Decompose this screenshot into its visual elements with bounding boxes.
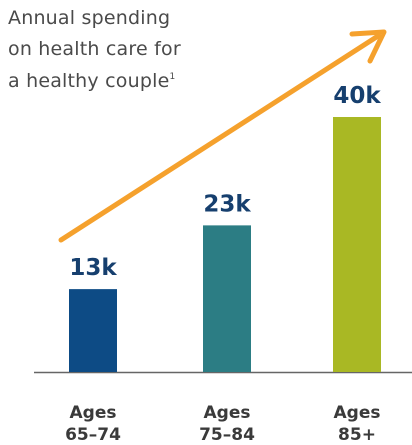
chart-title-footnote: 1: [169, 72, 176, 82]
category-label-3-line-2: 85+: [338, 425, 376, 445]
data-label-3: 40k: [333, 83, 381, 109]
bar-1: [69, 289, 117, 372]
chart-title-line-1: Annual spending: [8, 7, 171, 29]
bar-2: [203, 225, 251, 372]
bar-3: [333, 117, 381, 372]
data-label-1: 13k: [69, 255, 117, 281]
category-label-1-line-1: Ages: [70, 403, 117, 423]
category-label-2-line-1: Ages: [204, 403, 251, 423]
trend-arrow-line: [58, 33, 381, 243]
category-label-2-line-2: 75–84: [199, 425, 255, 445]
chart-title-line-3: a healthy couple1: [8, 70, 175, 92]
trend-arrow-head: [349, 29, 387, 64]
chart-title-line-3-text: a healthy couple: [8, 70, 170, 92]
category-label-1-line-2: 65–74: [65, 425, 121, 445]
data-label-2: 23k: [203, 191, 251, 217]
chart-title-line-2: on health care for: [8, 38, 181, 60]
category-label-3-line-1: Ages: [334, 403, 381, 423]
